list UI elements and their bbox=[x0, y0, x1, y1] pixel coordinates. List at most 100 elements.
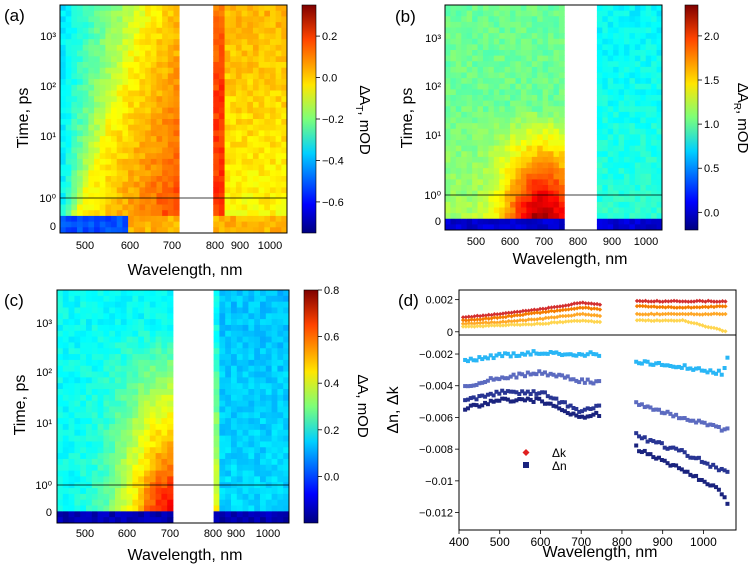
panel-a-cell bbox=[264, 158, 271, 165]
dn-point bbox=[557, 351, 562, 356]
panel-b-cell bbox=[499, 21, 506, 28]
panel-a-cell bbox=[71, 84, 78, 91]
panel-a-cell bbox=[116, 62, 123, 69]
panel-c-cell bbox=[62, 377, 69, 384]
panel-a-cell bbox=[111, 210, 118, 217]
panel-a-cell bbox=[77, 62, 84, 69]
panel-a-cell bbox=[162, 170, 169, 177]
panel-c-cell bbox=[149, 423, 156, 431]
panel-c-cell bbox=[68, 499, 75, 506]
panel-a-cell bbox=[88, 44, 95, 51]
panel-b-cell bbox=[629, 151, 636, 158]
dk-point bbox=[703, 311, 708, 317]
panel-a-cell bbox=[122, 215, 129, 222]
panel-b-cell bbox=[634, 179, 641, 186]
panel-b-cell bbox=[510, 207, 516, 214]
panel-b-cell bbox=[477, 38, 484, 45]
dk-point bbox=[475, 317, 480, 322]
panel-c-cell bbox=[86, 493, 93, 501]
panel-b-cell bbox=[640, 33, 647, 40]
panel-c-cell bbox=[126, 348, 133, 355]
panel-b-cell bbox=[558, 145, 565, 152]
panel-b-cell bbox=[477, 218, 484, 225]
dk-point bbox=[708, 325, 714, 330]
panel-c-cell bbox=[167, 505, 174, 512]
panel-c-cell bbox=[231, 505, 238, 512]
panel-c-cell bbox=[138, 295, 145, 303]
panel-c-cell bbox=[120, 499, 127, 506]
panel-c-cell bbox=[219, 435, 226, 442]
panel-b-cell bbox=[455, 78, 462, 85]
panel-c-cell bbox=[80, 423, 87, 431]
dn-point bbox=[568, 412, 573, 417]
panel-c-cell bbox=[86, 359, 93, 367]
panel-a-cell bbox=[173, 79, 180, 86]
panel-a-cell bbox=[88, 79, 95, 86]
panel-c-cell bbox=[265, 389, 272, 396]
panel-c-cell bbox=[161, 470, 168, 477]
panel-b-cell bbox=[542, 117, 549, 124]
dn-point bbox=[662, 411, 667, 416]
panel-a-cell bbox=[133, 67, 140, 74]
panel-c-cell bbox=[68, 406, 75, 413]
panel-a-cell bbox=[99, 5, 106, 12]
panel-c-cell bbox=[97, 400, 104, 407]
dn-point bbox=[542, 390, 547, 395]
panel-b-cell bbox=[542, 72, 549, 79]
panel-a-cell bbox=[105, 193, 112, 200]
dn-point bbox=[671, 414, 676, 419]
panel-c-cell bbox=[91, 400, 98, 407]
panel-a-cell bbox=[167, 153, 174, 160]
panel-b-cell bbox=[613, 185, 619, 192]
dk-point bbox=[566, 313, 571, 318]
panel-c-cell bbox=[74, 330, 81, 337]
panel-c-cell bbox=[120, 517, 127, 524]
panel-c-cell bbox=[138, 464, 145, 471]
dk-point bbox=[666, 318, 671, 323]
panel-a-cell bbox=[230, 33, 237, 40]
panel-c-cell bbox=[271, 354, 278, 361]
panel-a-cell bbox=[269, 176, 277, 183]
panel-b-cell bbox=[510, 140, 516, 147]
panel-a-cell bbox=[77, 44, 84, 51]
panel-a-cell bbox=[122, 141, 129, 148]
panel-a-cell bbox=[60, 33, 67, 40]
panel-c-cell bbox=[277, 342, 284, 349]
panel-b-cell bbox=[477, 168, 484, 175]
dn-point bbox=[654, 407, 659, 412]
panel-b-cell bbox=[645, 218, 652, 225]
panel-b-cell bbox=[645, 50, 652, 57]
panel-b-cell bbox=[553, 10, 560, 17]
dk-point bbox=[714, 311, 720, 317]
panel-a-cell bbox=[247, 210, 254, 217]
panel-a-cell bbox=[128, 227, 135, 234]
panel-a-cell bbox=[94, 176, 101, 183]
panel-c-cell bbox=[155, 354, 162, 361]
panel-b-cell bbox=[634, 83, 641, 90]
dk-point bbox=[657, 318, 663, 324]
panel-b-cell bbox=[455, 151, 462, 158]
panel-c-cell bbox=[260, 365, 267, 372]
panel-a-cell bbox=[133, 16, 140, 23]
panel-a-cell bbox=[71, 124, 78, 131]
panel-b-cell bbox=[504, 207, 511, 214]
panel-a-cell bbox=[281, 130, 288, 137]
panel-b-cell bbox=[482, 21, 489, 28]
panel-b-cell bbox=[482, 213, 489, 220]
dn-point bbox=[577, 352, 582, 357]
panel-c-cell bbox=[144, 470, 151, 477]
panel-c-cell bbox=[68, 295, 75, 303]
panel-c-cell bbox=[57, 290, 64, 297]
panel-c-cell bbox=[80, 295, 87, 303]
panel-b-cell bbox=[548, 224, 554, 231]
dn-point bbox=[551, 396, 556, 401]
dk-point bbox=[509, 319, 514, 324]
panel-a-cell bbox=[162, 210, 169, 217]
panel-c-cell bbox=[277, 371, 284, 378]
panel-b-cell bbox=[515, 179, 522, 186]
panel-c-cell bbox=[155, 348, 162, 355]
panel-a-cell bbox=[94, 227, 101, 234]
panel-c-cell bbox=[149, 511, 156, 518]
panel-b-cell bbox=[445, 38, 451, 45]
panel-b-cell bbox=[629, 179, 636, 186]
